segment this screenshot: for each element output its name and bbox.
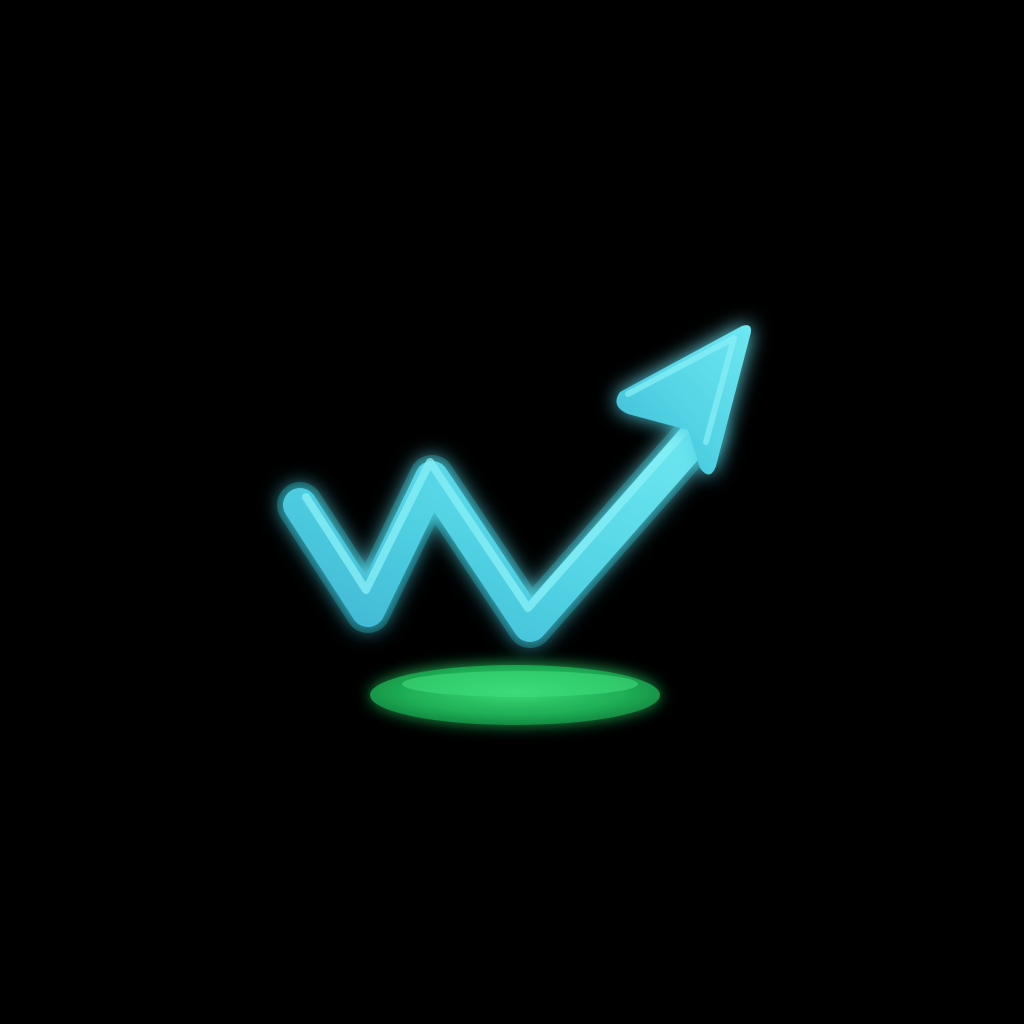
platform-base [370,665,660,725]
trend-line [277,409,723,648]
arrow-head [616,325,751,475]
